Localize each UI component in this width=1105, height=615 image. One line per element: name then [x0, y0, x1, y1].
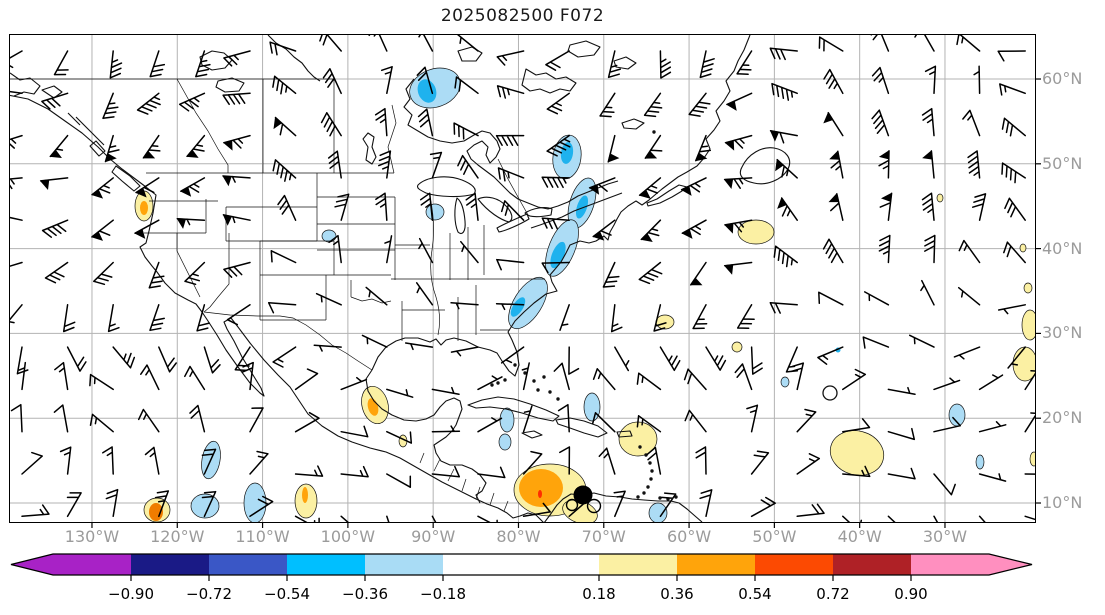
- anomaly-patch: [302, 487, 308, 503]
- colorbar-outline: [10, 553, 1033, 576]
- colorbar-tick-label: 0.72: [816, 585, 849, 603]
- anomaly-patch: [1029, 451, 1035, 467]
- anomaly-patch: [243, 482, 267, 522]
- colorbar-segment: [677, 554, 755, 575]
- wind-barbs: [10, 35, 1035, 522]
- coastlines: [10, 35, 791, 522]
- lon-label: 40°W: [837, 527, 882, 546]
- anomaly-patch: [737, 219, 775, 245]
- anomaly-patches: [134, 67, 1035, 522]
- map-canvas: [10, 35, 1035, 522]
- colorbar-tick-label: 0.90: [894, 585, 927, 603]
- anomaly-patch: [575, 195, 589, 219]
- anomaly-patch: [140, 201, 148, 215]
- anomaly-patch: [321, 229, 337, 243]
- anomaly-patch: [550, 241, 566, 269]
- colorbar-tick-label: −0.54: [264, 585, 310, 603]
- anomaly-patch: [936, 193, 944, 203]
- anomaly-patch: [1023, 282, 1033, 294]
- anomaly-patch: [975, 454, 985, 470]
- anomaly-patch: [510, 297, 526, 317]
- anomaly-patch: [417, 79, 437, 103]
- colorbar-segment: [833, 554, 911, 575]
- anomaly-patch: [560, 142, 574, 164]
- colorbar-segment: [209, 554, 287, 575]
- colorbar-segment: [53, 554, 131, 575]
- colorbar-segment: [287, 554, 365, 575]
- colorbar-tick-label: −0.72: [186, 585, 232, 603]
- colorbar-tick-label: −0.18: [420, 585, 466, 603]
- lon-label: 100°W: [320, 527, 376, 546]
- colorbar-segment: [365, 554, 443, 575]
- anomaly-patch: [829, 430, 885, 476]
- anomaly-patch: [648, 502, 668, 522]
- lon-label: 110°W: [235, 527, 290, 546]
- anomaly-patch: [498, 433, 512, 451]
- colorbar-tick-label: 0.54: [738, 585, 771, 603]
- anomaly-patch: [655, 314, 675, 330]
- anomaly-patch: [425, 203, 445, 221]
- colorbar-segment: [911, 554, 989, 575]
- colorbar-left-arrow: [11, 554, 53, 575]
- anomaly-patch: [499, 407, 515, 433]
- anomaly-patch: [1021, 309, 1035, 341]
- lon-label: 70°W: [581, 527, 626, 546]
- anomaly-patch: [731, 341, 743, 353]
- colorbar-segment: [443, 554, 599, 575]
- lon-label: 130°W: [64, 527, 120, 546]
- lat-label: 50°N: [1042, 153, 1083, 173]
- lat-label: 30°N: [1042, 323, 1083, 343]
- chart-title: 2025082500 F072: [440, 6, 605, 26]
- colorbar-tick-label: 0.18: [582, 585, 615, 603]
- anomaly-patch: [508, 276, 548, 330]
- cyclone-marker: [565, 485, 602, 514]
- map-frame: [9, 34, 1036, 523]
- zero-contour-ring: [822, 385, 838, 401]
- small-islands: [490, 130, 678, 501]
- anomaly-patch: [583, 392, 601, 422]
- lat-label: 40°N: [1042, 238, 1083, 258]
- anomaly-patch: [538, 490, 542, 498]
- colorbar-segment: [599, 554, 677, 575]
- lat-label: 20°N: [1042, 408, 1083, 428]
- anomaly-patch: [519, 469, 563, 507]
- lon-label: 50°W: [752, 527, 797, 546]
- colorbar-tick-label: 0.36: [660, 585, 693, 603]
- political-borders: [10, 78, 545, 512]
- lon-label: 60°W: [666, 527, 712, 546]
- colorbar-right-arrow: [989, 554, 1032, 575]
- anomaly-patch: [1019, 243, 1027, 253]
- lon-label: 90°W: [411, 527, 456, 546]
- colorbar-tick-label: −0.36: [342, 585, 388, 603]
- lat-label: 60°N: [1042, 69, 1083, 88]
- lon-label: 120°W: [150, 527, 205, 546]
- colorbar-segment: [131, 554, 209, 575]
- colorbar: −0.90 −0.72 −0.54 −0.36 −0.18 0.18 0.36 0.54 0.7…: [10, 553, 1033, 603]
- colorbar-segment: [755, 554, 833, 575]
- lon-label: 80°W: [496, 527, 541, 546]
- colorbar-tick-label: −0.90: [108, 585, 154, 603]
- lon-label: 30°W: [922, 527, 968, 546]
- lat-label: 10°N: [1042, 493, 1083, 512]
- anomaly-patch: [780, 376, 790, 388]
